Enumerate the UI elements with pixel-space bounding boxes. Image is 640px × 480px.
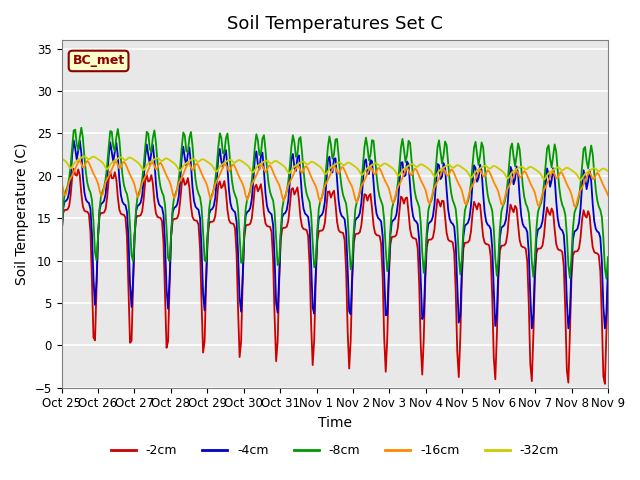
-8cm [250, 163, 257, 169]
-32cm [577, 178, 584, 183]
-2cm [70, 166, 77, 172]
-2cm [222, 189, 230, 194]
Y-axis label: Soil Temperature (C): Soil Temperature (C) [15, 143, 29, 285]
-16cm [577, 187, 584, 193]
Line: -2cm: -2cm [61, 169, 608, 384]
-8cm [77, 125, 85, 131]
-4cm [604, 265, 612, 271]
-4cm [126, 281, 134, 287]
-16cm [241, 186, 248, 192]
-4cm [298, 193, 306, 199]
-8cm [58, 235, 65, 241]
-32cm [250, 169, 257, 175]
-4cm [250, 178, 257, 184]
-16cm [222, 162, 230, 168]
-32cm [241, 160, 248, 166]
-2cm [250, 201, 257, 207]
-2cm [58, 232, 65, 238]
-2cm [604, 276, 612, 282]
Legend: -2cm, -4cm, -8cm, -16cm, -32cm: -2cm, -4cm, -8cm, -16cm, -32cm [106, 439, 564, 462]
-2cm [298, 224, 306, 229]
-2cm [241, 236, 248, 241]
Text: BC_met: BC_met [72, 54, 125, 68]
-8cm [604, 254, 612, 260]
-16cm [298, 170, 306, 176]
-2cm [601, 381, 609, 387]
Line: -8cm: -8cm [61, 128, 608, 279]
-8cm [222, 135, 230, 141]
-16cm [126, 172, 134, 178]
-8cm [241, 231, 248, 237]
-16cm [250, 179, 257, 184]
-8cm [126, 223, 134, 228]
-4cm [528, 325, 536, 331]
X-axis label: Time: Time [317, 416, 352, 430]
-8cm [575, 194, 583, 200]
Line: -32cm: -32cm [61, 156, 608, 180]
-16cm [571, 204, 579, 209]
-32cm [81, 154, 88, 159]
-16cm [76, 158, 84, 164]
-32cm [222, 159, 230, 165]
-2cm [126, 340, 134, 346]
-2cm [575, 245, 583, 251]
Line: -4cm: -4cm [61, 140, 608, 328]
-32cm [298, 159, 306, 165]
-8cm [603, 276, 611, 282]
-16cm [604, 192, 612, 198]
-32cm [58, 156, 65, 161]
-32cm [604, 168, 612, 174]
Line: -16cm: -16cm [61, 161, 608, 206]
-4cm [58, 234, 65, 240]
-4cm [241, 232, 248, 238]
-4cm [222, 147, 230, 153]
-32cm [126, 155, 134, 160]
Title: Soil Temperatures Set C: Soil Temperatures Set C [227, 15, 443, 33]
-4cm [70, 137, 77, 143]
-4cm [577, 205, 584, 211]
-32cm [575, 176, 583, 181]
-8cm [298, 149, 306, 155]
-16cm [58, 180, 65, 185]
